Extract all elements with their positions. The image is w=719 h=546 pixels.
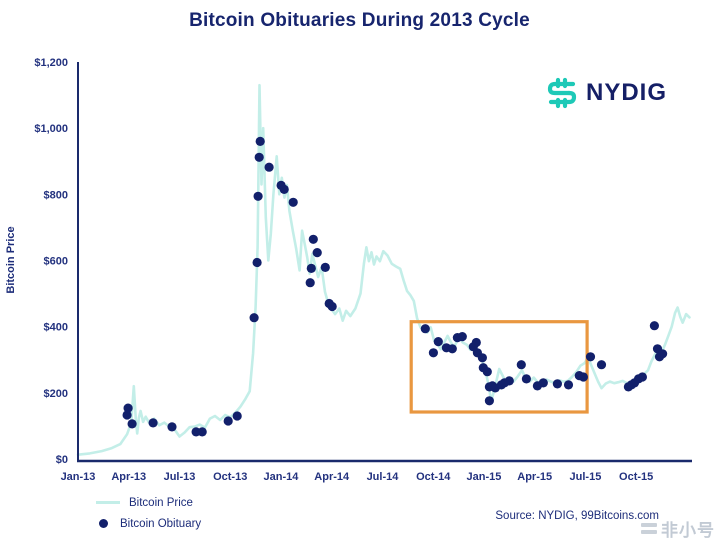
x-tick-label: Oct-13 xyxy=(213,471,247,483)
obituary-point xyxy=(482,367,492,377)
obituary-point xyxy=(585,352,596,362)
obituary-point xyxy=(578,372,589,382)
x-tick-label: Jan-13 xyxy=(61,471,96,483)
obituary-point xyxy=(477,353,487,363)
x-tick-label: Oct-15 xyxy=(619,471,653,483)
obituary-point xyxy=(255,136,265,146)
obituary-point xyxy=(471,337,481,348)
obituary-point xyxy=(658,349,668,359)
obituary-point xyxy=(223,416,233,426)
obituary-dot-swatch-icon xyxy=(99,519,108,528)
y-tick-label: $1,000 xyxy=(34,123,68,135)
watermark-logo-icon xyxy=(641,520,657,537)
x-tick-label: Oct-14 xyxy=(416,471,451,483)
bitcoin-price-line xyxy=(76,83,691,457)
nydig-logo-text: NYDIG xyxy=(586,79,668,106)
obituary-point xyxy=(232,411,242,421)
obituary-point xyxy=(254,152,264,162)
x-tick-label: Apr-13 xyxy=(111,471,146,483)
nydig-logo: NYDIG xyxy=(545,76,667,110)
obituary-point xyxy=(123,403,133,413)
obituary-point xyxy=(167,422,177,432)
x-tick-label: Jan-15 xyxy=(467,471,502,483)
obituary-point xyxy=(279,184,289,194)
obituary-point xyxy=(596,360,607,370)
x-tick-label: Apr-14 xyxy=(314,471,350,483)
legend-price-label: Bitcoin Price xyxy=(129,496,193,509)
x-tick-label: Apr-15 xyxy=(517,471,552,483)
legend-item-obituary: Bitcoin Obituary xyxy=(96,513,201,534)
obituary-point xyxy=(253,191,263,201)
obituary-point xyxy=(484,396,494,406)
legend-item-price: Bitcoin Price xyxy=(96,492,201,513)
obituary-point xyxy=(521,374,532,384)
watermark-text: 非小号 xyxy=(661,521,715,540)
obituary-point xyxy=(127,419,137,429)
obituary-point xyxy=(637,372,648,382)
highlight-box xyxy=(409,320,589,414)
obituary-point xyxy=(649,321,660,331)
obituary-point xyxy=(516,360,526,370)
obituary-point xyxy=(433,337,443,347)
chart-legend: Bitcoin Price Bitcoin Obituary xyxy=(96,492,201,534)
obituary-point xyxy=(538,378,548,388)
obituary-point xyxy=(327,301,337,312)
x-tick-label: Jan-14 xyxy=(264,471,300,483)
y-tick-label: $800 xyxy=(44,189,68,201)
obituary-point xyxy=(428,348,438,358)
y-tick-label: $200 xyxy=(44,388,68,400)
obituary-point xyxy=(197,427,207,437)
y-tick-label: $400 xyxy=(44,322,68,334)
y-tick-label: $1,200 xyxy=(34,57,68,69)
x-tick-label: Jul-14 xyxy=(367,471,400,483)
watermark: 非小号 xyxy=(641,516,715,541)
obituary-point xyxy=(148,418,158,428)
obituary-point xyxy=(457,332,467,342)
obituary-point xyxy=(552,379,563,389)
source-note: Source: NYDIG, 99Bitcoins.com xyxy=(495,510,659,522)
chart-title: Bitcoin Obituaries During 2013 Cycle xyxy=(189,10,530,31)
price-line-swatch-icon xyxy=(96,501,120,504)
x-tick-label: Jul-15 xyxy=(570,471,602,483)
x-tick-label: Jul-13 xyxy=(164,471,196,483)
obituary-point xyxy=(249,313,259,323)
obituary-point xyxy=(122,410,132,420)
obituary-point xyxy=(563,380,574,390)
y-tick-label: $600 xyxy=(44,256,68,268)
obituary-point xyxy=(305,278,315,288)
obituary-point xyxy=(264,162,274,172)
nydig-logo-icon xyxy=(547,77,577,109)
obituary-point xyxy=(447,344,457,354)
obituary-point xyxy=(308,234,318,244)
obituary-point xyxy=(504,376,514,386)
obituary-point xyxy=(312,248,322,258)
y-tick-label: $0 xyxy=(56,454,68,466)
obituary-point xyxy=(288,197,298,207)
legend-obituary-label: Bitcoin Obituary xyxy=(120,517,202,530)
obituary-point xyxy=(320,262,330,272)
obituary-point xyxy=(420,324,430,334)
obituary-point xyxy=(306,263,316,273)
obituary-point xyxy=(252,257,262,268)
